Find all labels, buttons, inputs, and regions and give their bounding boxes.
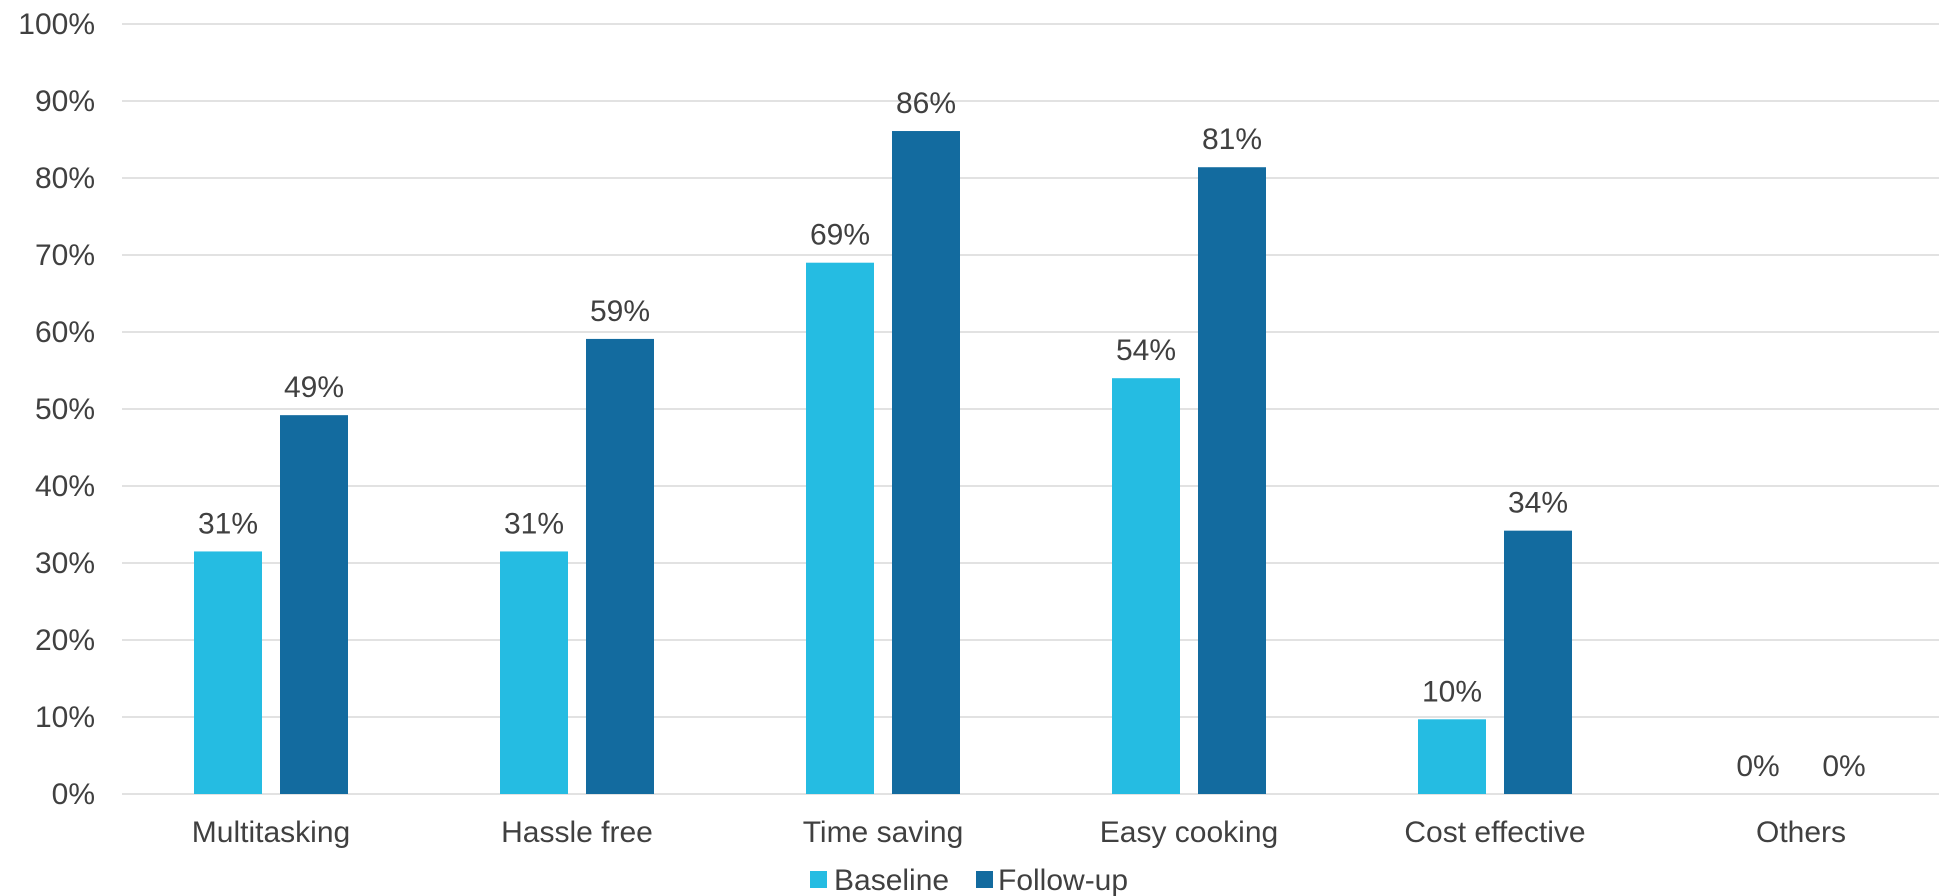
category-label-time-saving: Time saving [803, 816, 964, 849]
data-label-baseline-hassle-free: 31% [504, 507, 564, 540]
y-tick-label: 0% [52, 778, 95, 811]
bar-baseline-cost-effective [1418, 719, 1486, 794]
legend-label-baseline: Baseline [834, 864, 949, 896]
legend-label-follow-up: Follow-up [998, 864, 1128, 896]
y-tick-label: 40% [35, 470, 95, 503]
legend: Baseline Follow-up [810, 864, 1128, 896]
category-label-hassle-free: Hassle free [501, 816, 653, 849]
bar-baseline-hassle-free [500, 551, 568, 794]
bar-follow-up-hassle-free [586, 338, 654, 794]
bar-baseline-multitasking [194, 551, 262, 794]
y-tick-label: 100% [18, 8, 95, 41]
y-tick-label: 20% [35, 624, 95, 657]
category-label-multitasking: Multitasking [192, 816, 350, 849]
bar-follow-up-cost-effective [1504, 530, 1572, 794]
category-label-cost-effective: Cost effective [1404, 816, 1585, 849]
bar-baseline-time-saving [806, 262, 874, 794]
data-labels: 31% 49% 31% 59% 69% 86% 54% 81% 10% 34% 0% 0% [198, 87, 1866, 783]
y-tick-label: 90% [35, 85, 95, 118]
category-label-easy-cooking: Easy cooking [1100, 816, 1278, 849]
data-label-follow-up-cost-effective: 34% [1508, 487, 1568, 520]
data-label-follow-up-multitasking: 49% [284, 371, 344, 404]
bar-follow-up-easy-cooking [1198, 167, 1266, 795]
bar-baseline-easy-cooking [1112, 378, 1180, 794]
y-tick-label: 10% [35, 701, 95, 734]
bar-follow-up-time-saving [892, 131, 960, 794]
data-label-baseline-easy-cooking: 54% [1116, 334, 1176, 367]
y-tick-label: 80% [35, 162, 95, 195]
y-tick-label: 50% [35, 393, 95, 426]
data-label-follow-up-others: 0% [1822, 750, 1865, 783]
data-label-follow-up-hassle-free: 59% [590, 295, 650, 328]
data-label-follow-up-easy-cooking: 81% [1202, 123, 1262, 156]
data-label-baseline-cost-effective: 10% [1422, 675, 1482, 708]
data-label-baseline-multitasking: 31% [198, 507, 258, 540]
legend-swatch-follow-up [976, 871, 993, 888]
data-label-baseline-time-saving: 69% [810, 219, 870, 252]
y-tick-label: 60% [35, 316, 95, 349]
y-tick-label: 30% [35, 547, 95, 580]
y-tick-label: 70% [35, 239, 95, 272]
data-label-follow-up-time-saving: 86% [896, 87, 956, 120]
y-axis-tick-labels: 0% 10% 20% 30% 40% 50% 60% 70% 80% 90% 100% [18, 8, 95, 811]
gridlines [122, 23, 1939, 795]
x-axis-category-labels: Multitasking Hassle free Time saving Easy c… [192, 816, 1846, 849]
category-label-others: Others [1756, 816, 1846, 849]
bars [194, 131, 1572, 795]
bar-follow-up-multitasking [280, 415, 348, 794]
legend-swatch-baseline [810, 871, 827, 888]
data-label-baseline-others: 0% [1736, 750, 1779, 783]
